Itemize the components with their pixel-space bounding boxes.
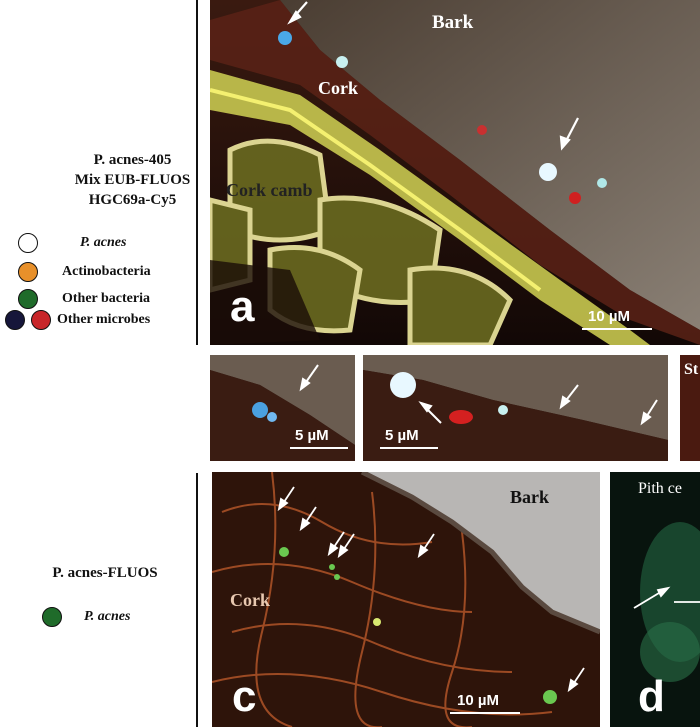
scale-bar-inset-2	[380, 447, 438, 449]
legend-dot-white	[18, 233, 38, 253]
label-pith: Pith ce	[638, 480, 682, 497]
panel-d-image	[610, 472, 700, 727]
label-st: St	[684, 361, 699, 378]
legend-label: Other bacteria	[62, 291, 150, 306]
scale-bar-inset-1	[290, 447, 348, 449]
scale-label-inset-1: 5 µM	[295, 427, 329, 444]
legend-actinobacteria: Actinobacteria	[18, 262, 151, 282]
legend-label: Other microbes	[57, 312, 151, 327]
label-bark: Bark	[432, 12, 474, 33]
scale-bar-c	[450, 712, 520, 714]
divider-top	[196, 0, 198, 345]
micrograph-panel-a: Bark Cork Cork camb a 10 µM	[210, 0, 700, 345]
micrograph-inset-3: St	[680, 355, 700, 461]
panel-letter-a: a	[230, 282, 255, 331]
label-cork-c: Cork	[230, 590, 270, 610]
probe-1: P. acnes-405	[93, 152, 172, 168]
legend-p-acnes: P. acnes	[18, 233, 126, 253]
panel-letter-d: d	[638, 672, 665, 721]
micrograph-inset-1: 5 µM	[210, 355, 355, 461]
inset-1-image	[210, 355, 355, 461]
probe-fluos: P. acnes-FLUOS	[52, 565, 158, 581]
scale-label-a: 10 µM	[588, 308, 630, 325]
micrograph-inset-2: 5 µM	[363, 355, 668, 461]
scale-bar-a	[582, 328, 652, 330]
inset-2-image	[363, 355, 668, 461]
legend-label: Actinobacteria	[62, 264, 151, 279]
legend-dot-orange	[18, 262, 38, 282]
label-cork: Cork	[318, 78, 358, 98]
label-cork-camb: Cork camb	[226, 180, 313, 200]
legend-label: P. acnes	[84, 609, 131, 624]
probe-3: HGC69a-Cy5	[88, 192, 177, 208]
micrograph-panel-d: Pith ce d	[610, 472, 700, 727]
legend-p-acnes-fluos: P. acnes	[42, 607, 130, 627]
legend-other-bacteria: Other bacteria	[18, 289, 150, 309]
label-bark-c: Bark	[510, 487, 550, 507]
panel-letter-c: c	[232, 672, 257, 721]
legend-dot-navy	[5, 310, 25, 330]
divider-bottom	[196, 473, 198, 727]
panel-a-image	[210, 0, 700, 345]
micrograph-panel-c: Bark Cork c 10 µM	[212, 472, 600, 727]
probe-list: P. acnes-405 Mix EUB-FLUOS HGC69a-Cy5	[70, 150, 195, 210]
scale-label-inset-2: 5 µM	[385, 427, 419, 444]
legend-label: P. acnes	[80, 235, 127, 250]
legend-dot-red	[31, 310, 51, 330]
legend-dot-green	[42, 607, 62, 627]
panel-c-image	[212, 472, 600, 727]
scale-label-c: 10 µM	[457, 692, 499, 709]
legend-dot-green	[18, 289, 38, 309]
probe-2: Mix EUB-FLUOS	[74, 172, 191, 188]
legend-other-microbes: Other microbes	[5, 310, 150, 330]
